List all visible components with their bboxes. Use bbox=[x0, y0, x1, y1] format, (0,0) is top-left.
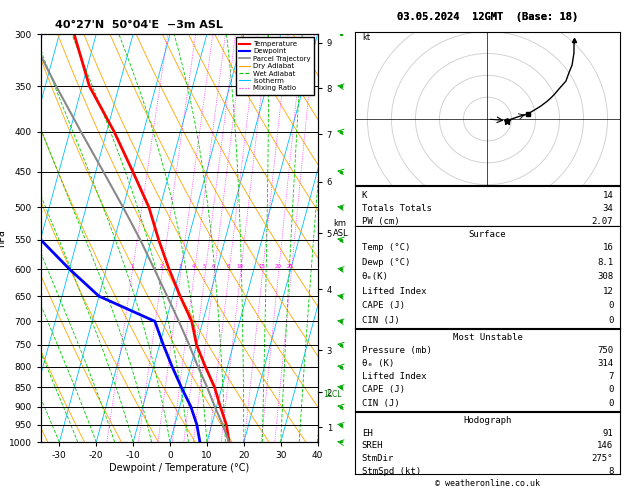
Text: 0: 0 bbox=[608, 301, 613, 311]
Text: 34: 34 bbox=[603, 204, 613, 213]
Text: Lifted Index: Lifted Index bbox=[362, 287, 426, 296]
Text: Dewp (°C): Dewp (°C) bbox=[362, 258, 410, 267]
Text: 308: 308 bbox=[597, 272, 613, 281]
Text: Most Unstable: Most Unstable bbox=[452, 333, 523, 342]
Text: θₑ(K): θₑ(K) bbox=[362, 272, 389, 281]
Text: 2: 2 bbox=[160, 264, 164, 269]
Text: EH: EH bbox=[362, 429, 372, 438]
Text: 5: 5 bbox=[203, 264, 206, 269]
Text: 10: 10 bbox=[237, 264, 243, 269]
Text: Pressure (mb): Pressure (mb) bbox=[362, 346, 431, 355]
Text: kt: kt bbox=[362, 34, 370, 42]
Text: 0: 0 bbox=[608, 316, 613, 325]
Text: 8: 8 bbox=[226, 264, 230, 269]
Text: Totals Totals: Totals Totals bbox=[362, 204, 431, 213]
Text: 750: 750 bbox=[597, 346, 613, 355]
Text: 20: 20 bbox=[274, 264, 281, 269]
Text: 4: 4 bbox=[192, 264, 196, 269]
Text: Lifted Index: Lifted Index bbox=[362, 372, 426, 382]
Text: 275°: 275° bbox=[592, 454, 613, 463]
Text: 03.05.2024  12GMT  (Base: 18): 03.05.2024 12GMT (Base: 18) bbox=[397, 12, 578, 22]
Text: 15: 15 bbox=[259, 264, 265, 269]
Legend: Temperature, Dewpoint, Parcel Trajectory, Dry Adiabat, Wet Adiabat, Isotherm, Mi: Temperature, Dewpoint, Parcel Trajectory… bbox=[236, 37, 314, 95]
Text: Surface: Surface bbox=[469, 230, 506, 239]
Text: CIN (J): CIN (J) bbox=[362, 316, 399, 325]
Text: CIN (J): CIN (J) bbox=[362, 399, 399, 408]
Text: 12: 12 bbox=[603, 287, 613, 296]
Text: SREH: SREH bbox=[362, 441, 383, 451]
Text: 7: 7 bbox=[608, 372, 613, 382]
Text: 146: 146 bbox=[597, 441, 613, 451]
Text: 91: 91 bbox=[603, 429, 613, 438]
Text: K: K bbox=[362, 191, 367, 200]
Y-axis label: km
ASL: km ASL bbox=[333, 219, 349, 238]
Text: © weatheronline.co.uk: © weatheronline.co.uk bbox=[435, 479, 540, 486]
Text: 0: 0 bbox=[608, 385, 613, 395]
Text: 2.07: 2.07 bbox=[592, 217, 613, 226]
Text: θₑ (K): θₑ (K) bbox=[362, 359, 394, 368]
Text: StmSpd (kt): StmSpd (kt) bbox=[362, 467, 421, 476]
Text: 03.05.2024  12GMT  (Base: 18): 03.05.2024 12GMT (Base: 18) bbox=[397, 12, 578, 22]
Text: 40°27'N  50°04'E  −3m ASL: 40°27'N 50°04'E −3m ASL bbox=[55, 20, 223, 31]
Text: 8: 8 bbox=[608, 467, 613, 476]
Text: CAPE (J): CAPE (J) bbox=[362, 385, 404, 395]
Text: 14: 14 bbox=[603, 191, 613, 200]
Text: 8.1: 8.1 bbox=[597, 258, 613, 267]
Text: 314: 314 bbox=[597, 359, 613, 368]
Text: Hodograph: Hodograph bbox=[464, 416, 511, 425]
Text: CAPE (J): CAPE (J) bbox=[362, 301, 404, 311]
Text: 16: 16 bbox=[603, 243, 613, 252]
Y-axis label: hPa: hPa bbox=[0, 229, 6, 247]
Text: Temp (°C): Temp (°C) bbox=[362, 243, 410, 252]
Text: 25: 25 bbox=[287, 264, 294, 269]
Text: 3: 3 bbox=[179, 264, 182, 269]
Text: 1: 1 bbox=[130, 264, 134, 269]
Text: 1LCL: 1LCL bbox=[323, 390, 342, 399]
X-axis label: Dewpoint / Temperature (°C): Dewpoint / Temperature (°C) bbox=[109, 463, 249, 473]
Text: 0: 0 bbox=[608, 399, 613, 408]
Text: 6: 6 bbox=[212, 264, 216, 269]
Text: StmDir: StmDir bbox=[362, 454, 394, 463]
Text: PW (cm): PW (cm) bbox=[362, 217, 399, 226]
